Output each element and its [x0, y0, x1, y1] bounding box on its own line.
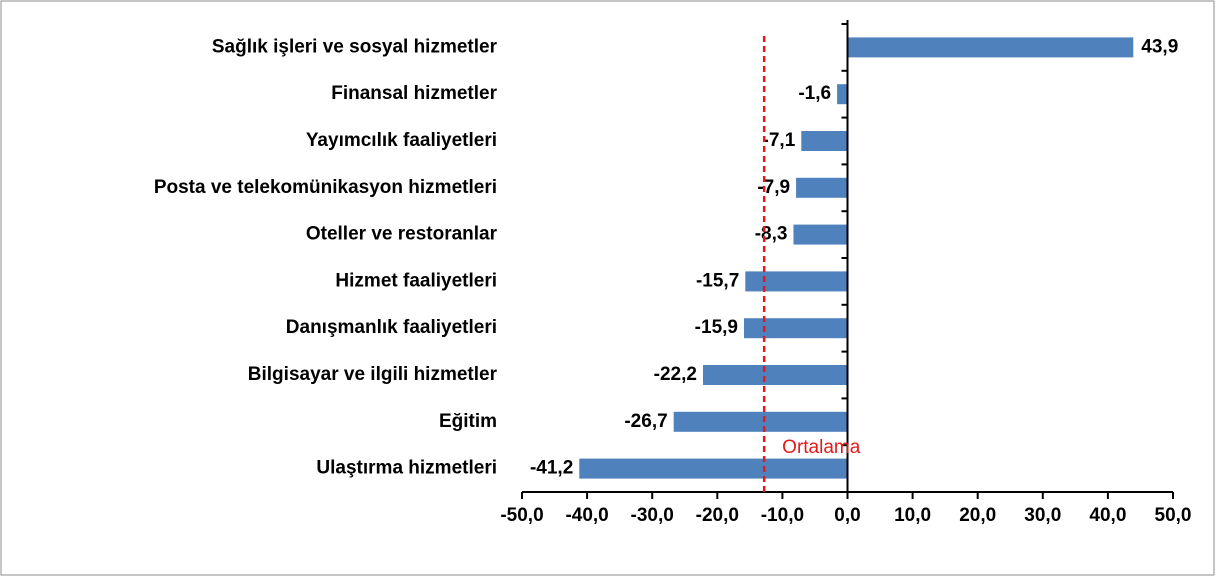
- bar: [702, 365, 848, 385]
- y-tick-label: Oteller ve restoranlar: [306, 224, 498, 245]
- y-tick-label: Posta ve telekomünikasyon hizmetleri: [154, 177, 497, 198]
- x-tick-label: 20,0: [959, 505, 996, 526]
- bar: [743, 318, 848, 339]
- bar: [801, 131, 848, 151]
- bar: [673, 411, 848, 432]
- bar: [847, 37, 1134, 58]
- bar: [745, 271, 848, 292]
- x-tick-label: 10,0: [894, 505, 931, 526]
- x-tick-label: 50,0: [1155, 505, 1192, 526]
- y-tick-label: Yayımcılık faaliyetleri: [306, 130, 497, 151]
- y-tick-label: Finansal hizmetler: [331, 83, 497, 104]
- data-label: -1,6: [798, 83, 831, 104]
- data-label: -26,7: [624, 411, 667, 432]
- data-label: 43,9: [1141, 36, 1178, 57]
- y-tick-label: Sağlık işleri ve sosyal hizmetler: [212, 36, 498, 57]
- x-tick-label: 0,0: [834, 505, 860, 526]
- bar: [837, 84, 848, 105]
- data-label: -7,1: [763, 130, 796, 151]
- x-tick-label: 40,0: [1089, 505, 1126, 526]
- data-label: -15,7: [696, 270, 739, 291]
- y-tick-label: Bilgisayar ve ilgili hizmetler: [248, 364, 498, 385]
- y-tick-label: Hizmet faaliyetleri: [335, 270, 497, 291]
- y-tick-label: Danışmanlık faaliyetleri: [286, 317, 497, 338]
- data-label: -22,2: [654, 364, 697, 385]
- x-tick-label: -10,0: [761, 505, 804, 526]
- y-tick-label: Eğitim: [439, 411, 497, 432]
- data-label: -8,3: [755, 224, 788, 245]
- x-tick-label: -50,0: [500, 505, 543, 526]
- bar: [796, 177, 848, 198]
- x-tick-label: -20,0: [696, 505, 739, 526]
- bar: [579, 458, 848, 479]
- data-label: -7,9: [757, 177, 790, 198]
- x-tick-label: -30,0: [631, 505, 674, 526]
- mean-label: Ortalama: [782, 437, 861, 458]
- bar: [793, 224, 848, 245]
- y-tick-label: Ulaştırma hizmetleri: [316, 458, 497, 479]
- data-label: -41,2: [530, 458, 573, 479]
- data-label: -15,9: [695, 317, 738, 338]
- x-tick-label: 30,0: [1024, 505, 1061, 526]
- x-tick-label: -40,0: [565, 505, 608, 526]
